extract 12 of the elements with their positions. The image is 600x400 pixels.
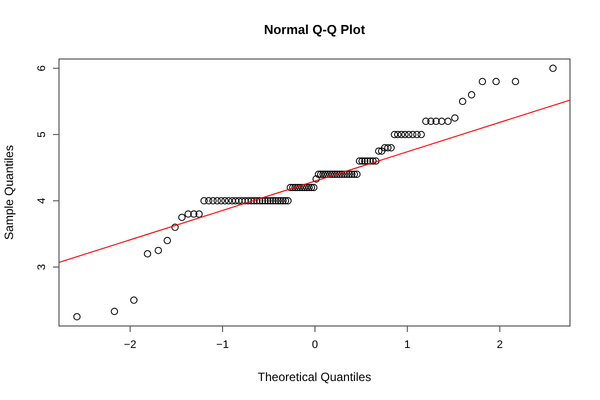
x-tick-label: −2 xyxy=(124,339,136,351)
x-tick-label: 2 xyxy=(496,339,503,351)
y-tick-label: 4 xyxy=(36,198,48,204)
chart-title: Normal Q-Q Plot xyxy=(264,22,366,37)
x-tick-label: −1 xyxy=(216,339,229,351)
x-tick-label: 0 xyxy=(312,339,318,351)
y-axis-title: Sample Quantiles xyxy=(2,145,16,240)
y-tick-label: 3 xyxy=(36,264,48,270)
y-tick-label: 6 xyxy=(36,65,48,72)
x-tick-label: 1 xyxy=(404,339,410,351)
y-tick-label: 5 xyxy=(36,131,48,138)
x-axis-title: Theoretical Quantiles xyxy=(258,370,372,384)
